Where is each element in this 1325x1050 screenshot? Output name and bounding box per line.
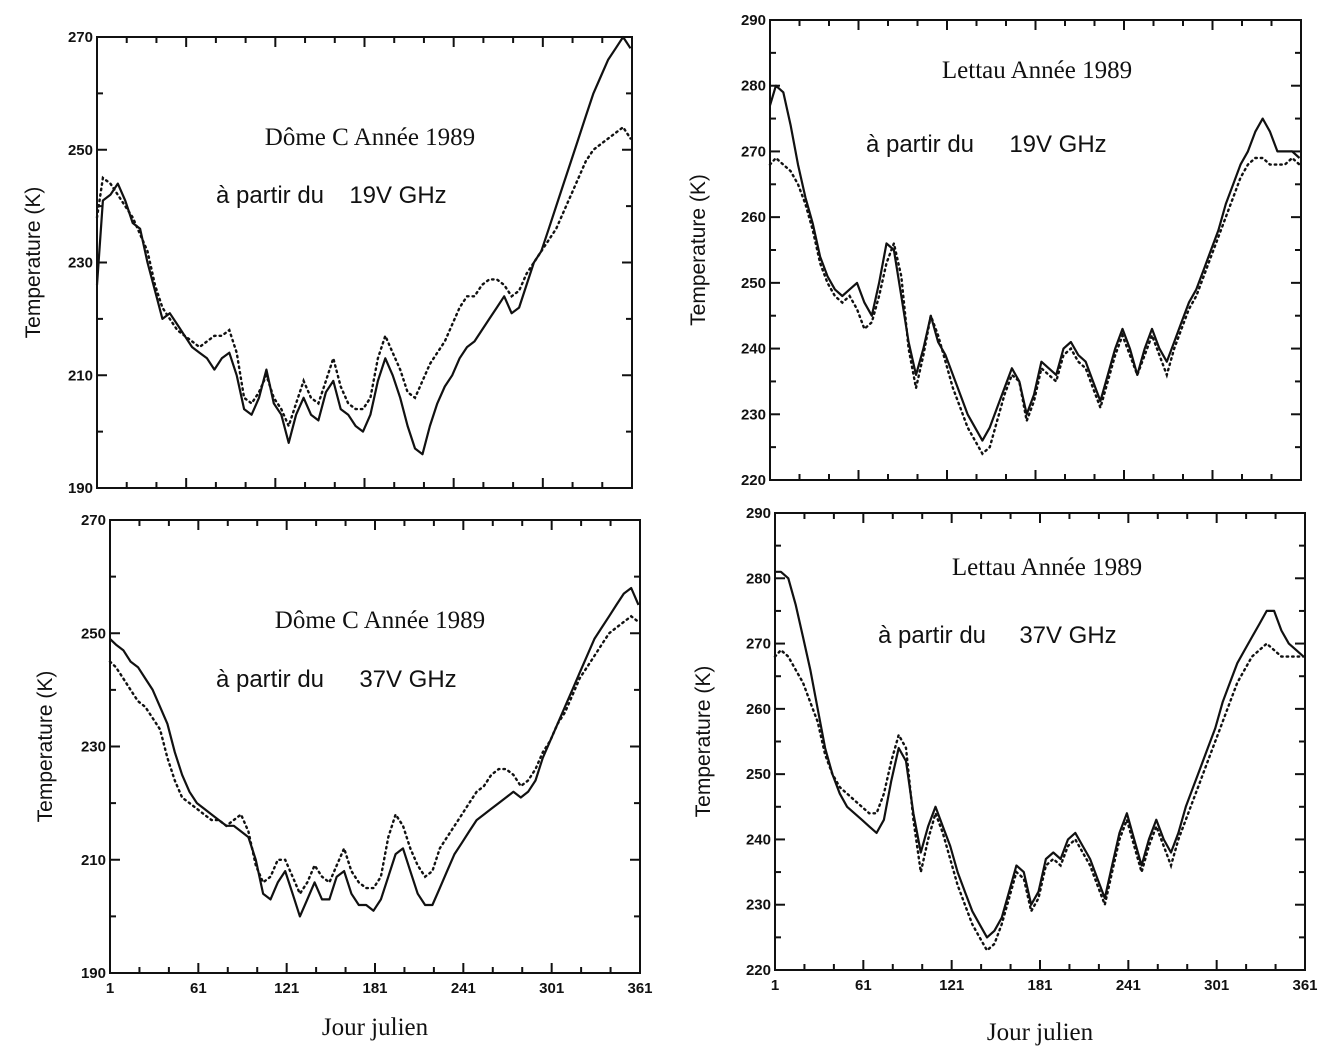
panel-annotation: Dôme C Année 1989	[275, 607, 485, 634]
series-line-solid	[109, 586, 640, 918]
y-tick-label: 290	[746, 505, 771, 522]
y-tick-label: 230	[746, 897, 771, 914]
series-line-dotted	[108, 614, 640, 897]
y-axis-label: Temperature (K)	[22, 187, 45, 339]
y-tick-label: 260	[746, 701, 771, 718]
x-tick-label: 121	[939, 977, 964, 994]
y-tick-label: 250	[746, 766, 771, 783]
plot-frame	[769, 19, 1302, 481]
y-tick-label: 190	[81, 965, 106, 982]
y-tick-label: 250	[81, 625, 106, 642]
y-tick-label: 240	[746, 831, 771, 848]
y-tick-label: 210	[81, 852, 106, 869]
y-tick-label: 270	[741, 143, 766, 160]
panel-annotation: Lettau Année 1989	[942, 57, 1132, 84]
panel-annotation: à partir du	[216, 666, 324, 693]
x-tick-label: 61	[855, 977, 872, 994]
series-line-solid	[768, 84, 1301, 442]
series-line-solid	[775, 570, 1305, 939]
y-tick-label: 230	[81, 739, 106, 756]
x-tick-label: 1	[771, 977, 779, 994]
panel-annotation: 37V GHz	[1019, 622, 1116, 649]
panel-lettau-19v: 220 230 240 250 260 270 280 290 Temperature (K) L…	[687, 12, 1302, 489]
series-line-solid	[95, 35, 632, 456]
x-tick-label: 1	[106, 980, 114, 997]
y-tick-label: 240	[741, 341, 766, 358]
panel-annotation: Lettau Année 1989	[952, 554, 1142, 581]
panel-annotation: à partir du	[866, 131, 974, 158]
x-tick-label: 301	[1204, 977, 1229, 994]
y-tick-label: 290	[741, 12, 766, 29]
plot-frame	[109, 519, 641, 974]
y-axis-label: Temperature (K)	[692, 666, 715, 818]
y-tick-label: 270	[746, 636, 771, 653]
x-axis-label: Jour julien	[322, 1014, 429, 1041]
series-line-dotted	[773, 641, 1305, 953]
x-tick-label: 361	[627, 980, 652, 997]
y-tick-label: 230	[68, 255, 93, 272]
panel-domec-19v: 190 210 230 250 270 Temperature (K) Dôme C Ann…	[22, 29, 633, 497]
x-tick-label: 61	[190, 980, 207, 997]
series-line-dotted	[768, 156, 1301, 456]
panel-lettau-37v: 220 230 240 250 260 270 280 290 1 61 121 181 241 301 3…	[692, 505, 1318, 1046]
x-tick-label: 181	[1027, 977, 1052, 994]
panel-annotation: 19V GHz	[349, 182, 446, 209]
panel-annotation: à partir du	[878, 622, 986, 649]
y-tick-label: 250	[68, 142, 93, 159]
plot-frame	[96, 36, 633, 489]
y-tick-label: 270	[81, 512, 106, 529]
panel-annotation: Dôme C Année 1989	[265, 124, 475, 151]
y-tick-label: 280	[741, 78, 766, 95]
x-tick-label: 301	[539, 980, 564, 997]
x-tick-label: 241	[451, 980, 476, 997]
y-tick-label: 260	[741, 209, 766, 226]
x-tick-label: 361	[1292, 977, 1317, 994]
panel-annotation: 19V GHz	[1009, 131, 1106, 158]
x-tick-label: 241	[1116, 977, 1141, 994]
y-tick-label: 220	[741, 472, 766, 489]
series-line-dotted	[95, 125, 632, 430]
panel-domec-37v: 190 210 230 250 270 1 61 121 181 241 301 361 Tempera…	[34, 512, 653, 1041]
y-tick-label: 210	[68, 367, 93, 384]
y-tick-label: 250	[741, 275, 766, 292]
x-tick-label: 181	[362, 980, 387, 997]
panel-annotation: à partir du	[216, 182, 324, 209]
y-tick-label: 230	[741, 406, 766, 423]
y-axis-label: Temperature (K)	[687, 174, 710, 326]
y-tick-label: 190	[68, 480, 93, 497]
y-axis-label: Temperature (K)	[34, 671, 57, 823]
plot-frame	[774, 512, 1306, 971]
x-tick-label: 121	[274, 980, 299, 997]
panel-annotation: 37V GHz	[359, 666, 456, 693]
y-tick-label: 220	[746, 962, 771, 979]
y-tick-label: 270	[68, 29, 93, 46]
x-axis-label: Jour julien	[987, 1019, 1094, 1046]
y-tick-label: 280	[746, 570, 771, 587]
